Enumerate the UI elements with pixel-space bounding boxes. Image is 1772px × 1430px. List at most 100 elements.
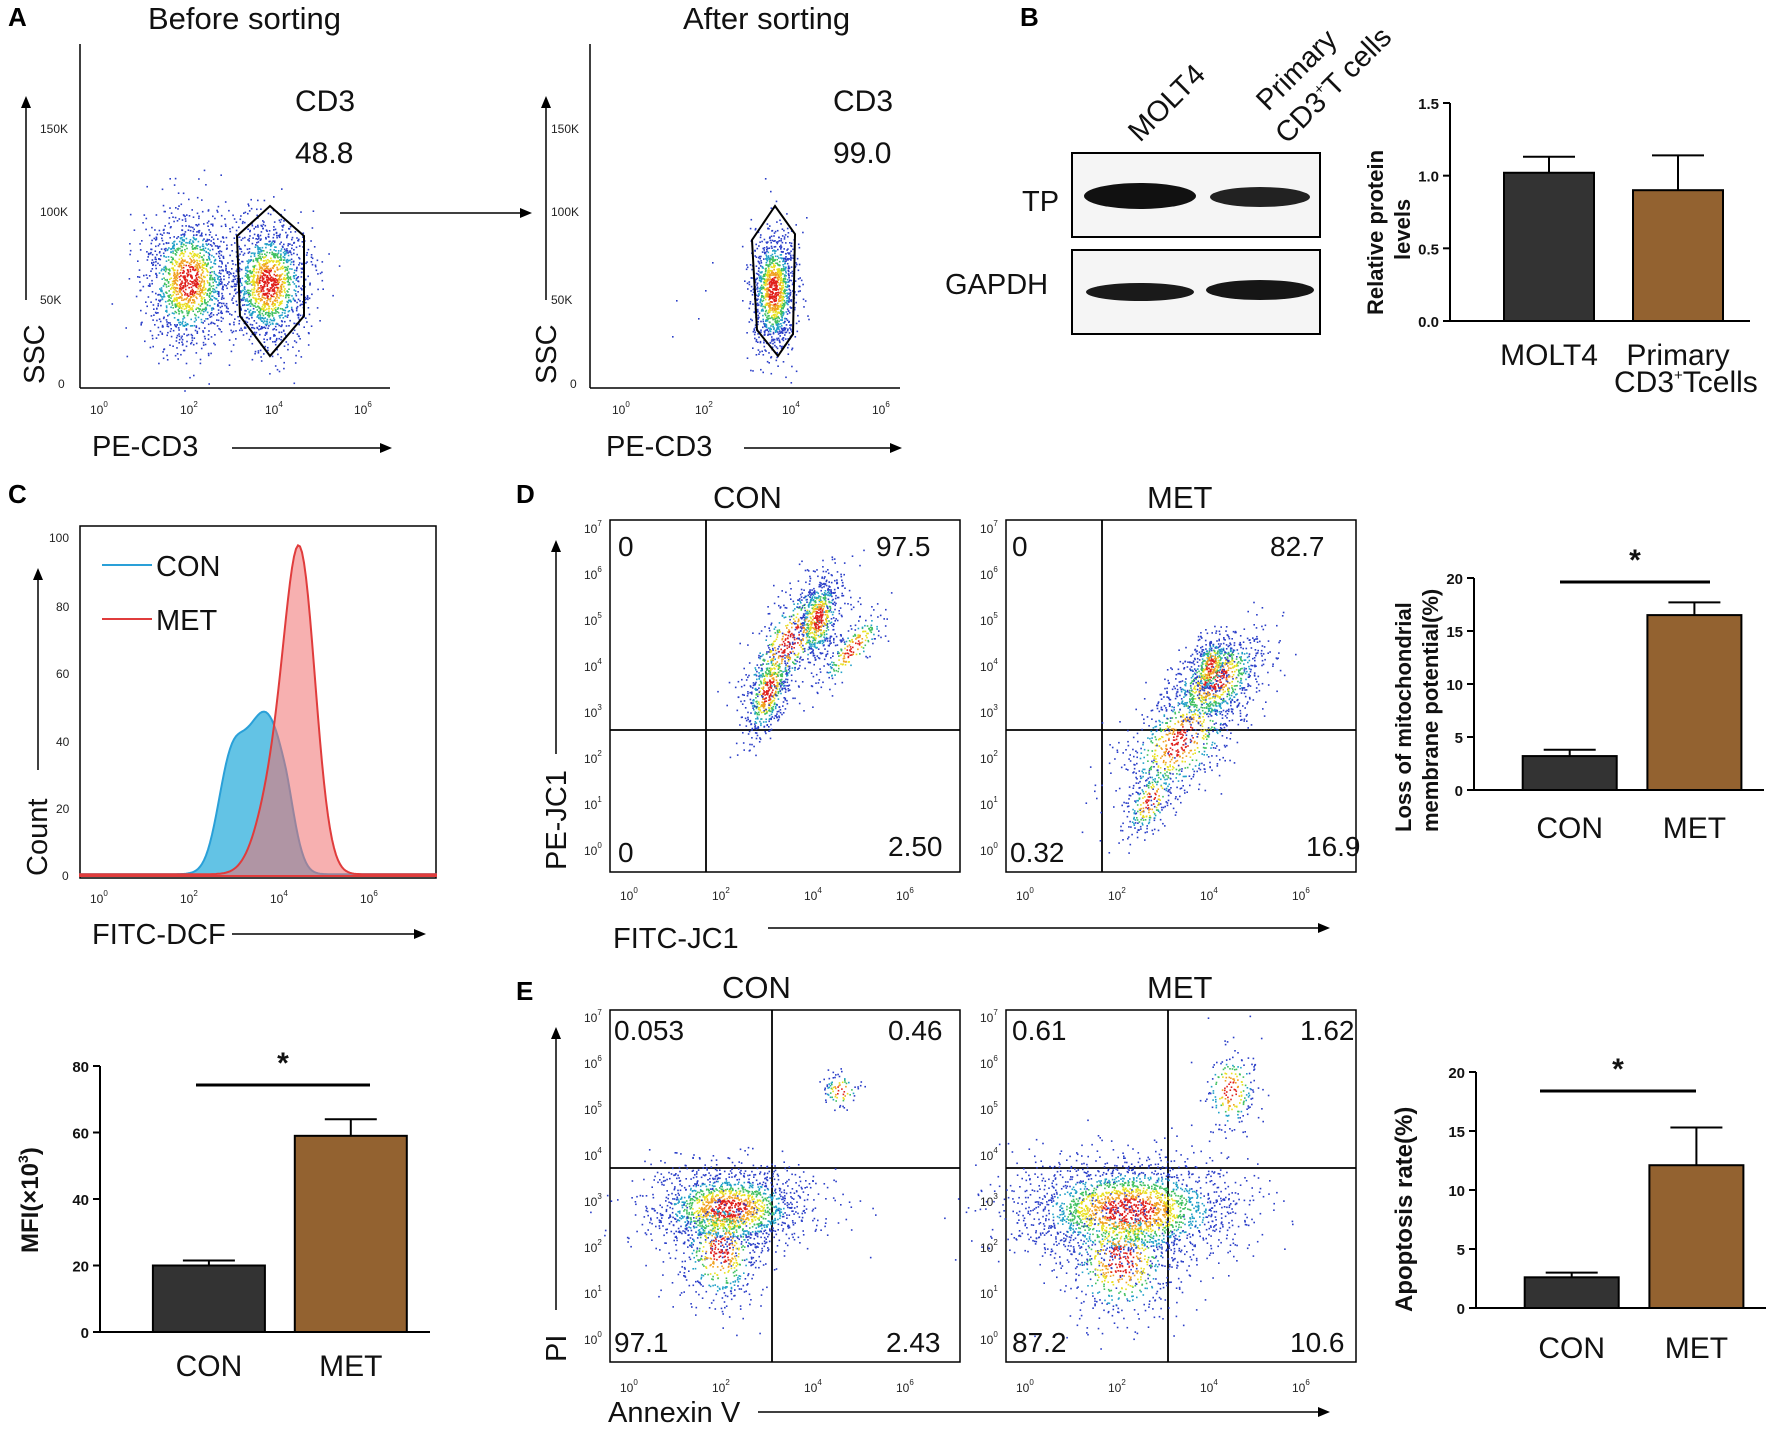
scatter-point — [780, 280, 782, 282]
scatter-point — [250, 281, 252, 283]
scatter-point — [749, 301, 752, 303]
scatter-point — [769, 656, 771, 658]
scatter-point — [776, 317, 778, 319]
scatter-point — [138, 276, 141, 278]
bar-category-label: MET — [319, 1350, 382, 1383]
scatter-point — [764, 270, 767, 273]
scatter-point — [235, 233, 237, 236]
scatter-point — [164, 282, 166, 285]
scatter-point — [280, 248, 283, 250]
scatter-point — [262, 278, 265, 281]
scatter-point — [196, 269, 199, 271]
scatter-point — [775, 241, 778, 243]
scatter-point — [786, 685, 788, 687]
scatter-point — [759, 680, 762, 682]
scatter-point — [761, 668, 763, 670]
scatter-point — [219, 283, 221, 286]
scatter-point — [761, 300, 764, 302]
scatter-point — [191, 334, 194, 337]
scatter-point — [279, 243, 281, 245]
scatter-point — [775, 296, 778, 298]
scatter-point — [277, 283, 279, 285]
scatter-point — [768, 302, 771, 305]
scatter-point — [764, 252, 766, 255]
scatter-point — [281, 308, 284, 310]
scatter-point — [766, 667, 769, 669]
scatter-point — [779, 709, 782, 711]
scatter-point — [172, 287, 174, 290]
scatter-point — [174, 249, 176, 252]
scatter-point — [788, 277, 790, 279]
scatter-point — [263, 301, 266, 303]
scatter-point — [789, 291, 792, 294]
scatter-point — [191, 293, 193, 295]
scatter-point — [177, 358, 179, 360]
scatter-point — [253, 289, 255, 291]
scatter-point — [203, 254, 205, 257]
scatter-point — [775, 280, 777, 282]
scatter-point — [766, 360, 769, 363]
scatter-point — [295, 277, 298, 280]
scatter-point — [760, 284, 763, 287]
scatter-point — [775, 330, 778, 332]
blot-row-gapdh: GAPDH — [945, 269, 1048, 301]
scatter-point — [750, 723, 752, 726]
scatter-point — [159, 320, 162, 323]
scatter-point — [265, 282, 267, 284]
scatter-point — [737, 696, 740, 699]
scatter-point — [220, 310, 223, 312]
scatter-point — [778, 269, 781, 272]
scatter-point — [787, 281, 789, 283]
scatter-point — [705, 290, 707, 292]
scatter-point — [784, 708, 787, 710]
scatter-point — [305, 317, 307, 319]
scatter-point — [764, 314, 767, 317]
scatter-point — [781, 279, 783, 282]
scatter-point — [239, 262, 241, 265]
scatter-point — [184, 231, 187, 233]
scatter-point — [261, 264, 264, 266]
scatter-point — [166, 279, 168, 282]
scatter-point — [233, 237, 236, 239]
scatter-point — [215, 234, 217, 236]
scatter-point — [778, 305, 781, 307]
scatter-point — [157, 244, 160, 247]
scatter-point — [269, 279, 272, 281]
scatter-point — [290, 261, 293, 263]
scatter-point — [299, 304, 301, 307]
scatter-point — [227, 311, 230, 313]
scatter-point — [259, 279, 262, 282]
scatter-point — [199, 277, 201, 279]
scatter-point — [190, 226, 192, 228]
scatter-point — [790, 329, 792, 331]
scatter-point — [830, 642, 832, 644]
scatter-point — [788, 631, 790, 634]
scatter-point — [755, 278, 758, 281]
scatter-point — [291, 238, 293, 241]
scatter-point — [195, 278, 198, 280]
scatter-point — [241, 277, 244, 280]
scatter-point — [156, 308, 158, 310]
scatter-point — [783, 303, 786, 305]
scatter-point — [767, 687, 770, 689]
scatter-point — [212, 322, 215, 324]
scatter-point — [763, 675, 766, 678]
scatter-point — [770, 301, 772, 303]
scatter-point — [186, 305, 189, 307]
scatter-point — [212, 285, 215, 287]
scatter-point — [321, 271, 323, 274]
scatter-point — [266, 230, 268, 232]
scatter-point — [263, 341, 266, 343]
scatter-point — [780, 268, 783, 270]
scatter-point — [235, 270, 238, 272]
scatter-point — [768, 699, 770, 702]
scatter-point — [309, 284, 311, 286]
scatter-point — [164, 270, 167, 273]
scatter-point — [195, 308, 197, 311]
scatter-point — [792, 661, 794, 663]
scatter-point — [168, 290, 170, 292]
scatter-point — [210, 312, 213, 314]
scatter-point — [782, 652, 785, 654]
scatter-point — [201, 309, 203, 312]
scatter-point — [275, 253, 277, 255]
